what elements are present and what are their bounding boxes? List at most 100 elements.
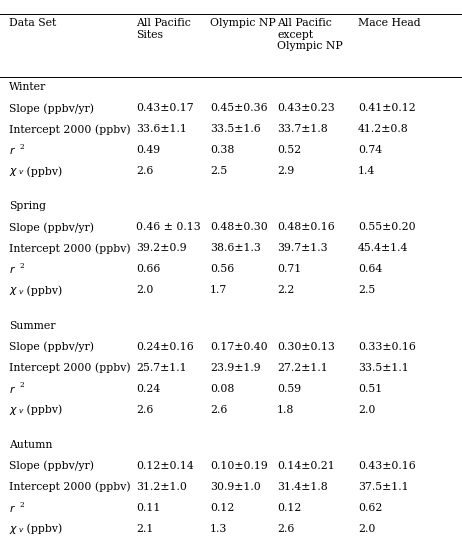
Text: $\chi$: $\chi$: [9, 524, 18, 536]
Text: 2.0: 2.0: [136, 285, 154, 295]
Text: 2.1: 2.1: [136, 524, 154, 534]
Text: 2.0: 2.0: [358, 524, 376, 534]
Text: 0.12: 0.12: [210, 503, 235, 513]
Text: 2.6: 2.6: [210, 405, 228, 415]
Text: $r$: $r$: [9, 264, 16, 275]
Text: 39.2±0.9: 39.2±0.9: [136, 243, 187, 253]
Text: 0.08: 0.08: [210, 384, 235, 394]
Text: 0.43±0.23: 0.43±0.23: [277, 103, 335, 113]
Text: 0.43±0.17: 0.43±0.17: [136, 103, 194, 113]
Text: 0.12: 0.12: [277, 503, 302, 513]
Text: 0.62: 0.62: [358, 503, 383, 513]
Text: 41.2±0.8: 41.2±0.8: [358, 124, 409, 134]
Text: 0.48±0.30: 0.48±0.30: [210, 222, 268, 232]
Text: $v$: $v$: [18, 288, 24, 295]
Text: Intercept 2000 (ppbv): Intercept 2000 (ppbv): [9, 363, 131, 373]
Text: (ppbv): (ppbv): [23, 405, 62, 415]
Text: 31.2±1.0: 31.2±1.0: [136, 482, 187, 492]
Text: 37.5±1.1: 37.5±1.1: [358, 482, 409, 492]
Text: 0.38: 0.38: [210, 145, 235, 155]
Text: 33.5±1.6: 33.5±1.6: [210, 124, 261, 134]
Text: $r$: $r$: [9, 145, 16, 156]
Text: Intercept 2000 (ppbv): Intercept 2000 (ppbv): [9, 124, 131, 135]
Text: All Pacific
except
Olympic NP: All Pacific except Olympic NP: [277, 18, 343, 51]
Text: 0.46 ± 0.13: 0.46 ± 0.13: [136, 222, 201, 232]
Text: 2.5: 2.5: [210, 166, 227, 176]
Text: Summer: Summer: [9, 321, 56, 331]
Text: 0.51: 0.51: [358, 384, 382, 394]
Text: 0.43±0.16: 0.43±0.16: [358, 461, 416, 471]
Text: 0.12±0.14: 0.12±0.14: [136, 461, 194, 471]
Text: $r$: $r$: [9, 384, 16, 395]
Text: 39.7±1.3: 39.7±1.3: [277, 243, 328, 253]
Text: Olympic NP: Olympic NP: [210, 18, 276, 28]
Text: $\chi$: $\chi$: [9, 405, 18, 417]
Text: $v$: $v$: [18, 407, 24, 415]
Text: 0.10±0.19: 0.10±0.19: [210, 461, 268, 471]
Text: 0.64: 0.64: [358, 264, 382, 274]
Text: 0.45±0.36: 0.45±0.36: [210, 103, 268, 113]
Text: $r$: $r$: [9, 503, 16, 514]
Text: Autumn: Autumn: [9, 440, 53, 450]
Text: 0.48±0.16: 0.48±0.16: [277, 222, 335, 232]
Text: $v$: $v$: [18, 168, 24, 176]
Text: 0.33±0.16: 0.33±0.16: [358, 342, 416, 352]
Text: 0.49: 0.49: [136, 145, 160, 155]
Text: 27.2±1.1: 27.2±1.1: [277, 363, 328, 373]
Text: (ppbv): (ppbv): [23, 285, 62, 296]
Text: 0.17±0.40: 0.17±0.40: [210, 342, 268, 352]
Text: Slope (ppbv/yr): Slope (ppbv/yr): [9, 342, 94, 352]
Text: 0.14±0.21: 0.14±0.21: [277, 461, 335, 471]
Text: 0.41±0.12: 0.41±0.12: [358, 103, 416, 113]
Text: Slope (ppbv/yr): Slope (ppbv/yr): [9, 103, 94, 114]
Text: 2: 2: [19, 381, 24, 389]
Text: Intercept 2000 (ppbv): Intercept 2000 (ppbv): [9, 482, 131, 492]
Text: 31.4±1.8: 31.4±1.8: [277, 482, 328, 492]
Text: 33.5±1.1: 33.5±1.1: [358, 363, 409, 373]
Text: 0.30±0.13: 0.30±0.13: [277, 342, 335, 352]
Text: 2: 2: [19, 262, 24, 270]
Text: 33.6±1.1: 33.6±1.1: [136, 124, 187, 134]
Text: 0.24: 0.24: [136, 384, 160, 394]
Text: 25.7±1.1: 25.7±1.1: [136, 363, 187, 373]
Text: 0.11: 0.11: [136, 503, 161, 513]
Text: 2.6: 2.6: [277, 524, 295, 534]
Text: Slope (ppbv/yr): Slope (ppbv/yr): [9, 222, 94, 233]
Text: $v$: $v$: [18, 526, 24, 534]
Text: 2.9: 2.9: [277, 166, 294, 176]
Text: Intercept 2000 (ppbv): Intercept 2000 (ppbv): [9, 243, 131, 254]
Text: $\chi$: $\chi$: [9, 166, 18, 178]
Text: 45.4±1.4: 45.4±1.4: [358, 243, 408, 253]
Text: 2.6: 2.6: [136, 405, 154, 415]
Text: 1.4: 1.4: [358, 166, 375, 176]
Text: 2: 2: [19, 143, 24, 151]
Text: 1.8: 1.8: [277, 405, 295, 415]
Text: 23.9±1.9: 23.9±1.9: [210, 363, 261, 373]
Text: Winter: Winter: [9, 82, 47, 92]
Text: 2.5: 2.5: [358, 285, 375, 295]
Text: 1.7: 1.7: [210, 285, 227, 295]
Text: (ppbv): (ppbv): [23, 524, 62, 534]
Text: 30.9±1.0: 30.9±1.0: [210, 482, 261, 492]
Text: (ppbv): (ppbv): [23, 166, 62, 177]
Text: 0.71: 0.71: [277, 264, 301, 274]
Text: 0.24±0.16: 0.24±0.16: [136, 342, 194, 352]
Text: Data Set: Data Set: [9, 18, 56, 28]
Text: Mace Head: Mace Head: [358, 18, 421, 28]
Text: 0.66: 0.66: [136, 264, 161, 274]
Text: 2.2: 2.2: [277, 285, 295, 295]
Text: 38.6±1.3: 38.6±1.3: [210, 243, 261, 253]
Text: 0.52: 0.52: [277, 145, 301, 155]
Text: 0.55±0.20: 0.55±0.20: [358, 222, 416, 232]
Text: 2: 2: [19, 501, 24, 508]
Text: 0.74: 0.74: [358, 145, 382, 155]
Text: 33.7±1.8: 33.7±1.8: [277, 124, 328, 134]
Text: $\chi$: $\chi$: [9, 285, 18, 298]
Text: 1.3: 1.3: [210, 524, 228, 534]
Text: Spring: Spring: [9, 201, 46, 211]
Text: Slope (ppbv/yr): Slope (ppbv/yr): [9, 461, 94, 471]
Text: 0.59: 0.59: [277, 384, 301, 394]
Text: 0.56: 0.56: [210, 264, 234, 274]
Text: All Pacific
Sites: All Pacific Sites: [136, 18, 191, 40]
Text: 2.6: 2.6: [136, 166, 154, 176]
